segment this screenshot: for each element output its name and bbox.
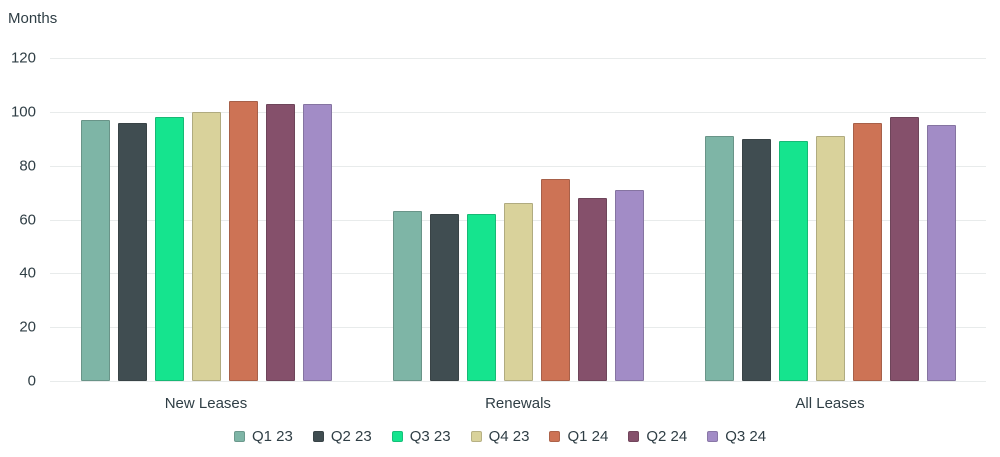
y-tick-label: 60	[19, 211, 36, 228]
bar-q2-23[interactable]	[117, 122, 147, 381]
category-label: Renewals	[485, 395, 551, 412]
bar-q3-24[interactable]	[614, 189, 644, 381]
legend-item-q3-23[interactable]: Q3 23	[391, 428, 451, 445]
bar-q1-24[interactable]	[852, 122, 882, 381]
legend-label: Q1 23	[251, 428, 293, 445]
legend-item-q1-24[interactable]: Q1 24	[549, 428, 608, 445]
bar-q2-23[interactable]	[429, 214, 459, 381]
bar-group-renewals	[362, 58, 674, 381]
bar-q1-23[interactable]	[80, 119, 110, 381]
bar-q4-23[interactable]	[815, 136, 845, 381]
y-tick-label: 0	[27, 372, 36, 390]
bar-q3-24[interactable]	[926, 125, 956, 381]
category-labels: New Leases Renewals All Leases	[50, 395, 986, 412]
legend-swatch-icon	[312, 431, 324, 442]
y-tick-label: 120	[10, 49, 36, 67]
legend-label: Q2 23	[330, 428, 372, 445]
plot-area: 0 20 40 60 80 100 120	[11, 50, 986, 390]
y-tick-label: 80	[19, 157, 36, 175]
legend-label: Q1 24	[567, 428, 609, 445]
y-tick-label: 100	[10, 103, 36, 121]
bar-q3-23[interactable]	[466, 214, 496, 381]
bar-q1-24[interactable]	[228, 101, 258, 381]
bar-q1-24[interactable]	[540, 179, 570, 381]
legend-swatch-icon	[470, 431, 482, 442]
legend-label: Q3 23	[409, 428, 451, 445]
gridline	[50, 381, 986, 382]
bar-groups	[50, 58, 986, 381]
legend-label: Q4 23	[488, 428, 530, 445]
bar-q2-24[interactable]	[265, 103, 295, 381]
bar-q1-23[interactable]	[392, 211, 422, 381]
bar-q4-23[interactable]	[503, 203, 533, 381]
legend-item-q1-23[interactable]: Q1 23	[233, 428, 293, 445]
gridline	[50, 58, 986, 59]
y-tick-label: 20	[19, 318, 36, 336]
bar-q1-23[interactable]	[704, 136, 734, 381]
gridline	[50, 165, 986, 167]
legend-swatch-icon	[549, 431, 561, 442]
bar-group-new-leases	[50, 58, 362, 381]
y-tick-label: 40	[19, 264, 36, 282]
bar-q3-23[interactable]	[778, 141, 808, 381]
bar-q3-23[interactable]	[154, 117, 184, 381]
bar-q2-24[interactable]	[889, 117, 919, 381]
legend-item-q4-23[interactable]: Q4 23	[470, 428, 530, 445]
y-axis-title: Months	[8, 10, 58, 27]
legend-swatch-icon	[707, 431, 719, 442]
legend-swatch-icon	[391, 431, 403, 442]
bar-q2-23[interactable]	[741, 138, 771, 381]
legend-item-q2-24[interactable]: Q2 24	[628, 428, 687, 445]
legend-item-q2-23[interactable]: Q2 23	[312, 428, 372, 445]
legend-item-q3-24[interactable]: Q3 24	[707, 428, 766, 445]
legend: Q1 23 Q2 23 Q3 23 Q4 23 Q1 24 Q2 24 Q3 24	[0, 428, 1000, 445]
bar-group-all-leases	[674, 58, 986, 381]
legend-label: Q3 24	[725, 428, 767, 445]
category-label: New Leases	[164, 395, 248, 412]
gridline	[50, 111, 986, 113]
legend-swatch-icon	[233, 431, 245, 442]
bar-q2-24[interactable]	[577, 197, 607, 381]
bar-q3-24[interactable]	[302, 103, 332, 381]
legend-label: Q2 24	[646, 428, 688, 445]
bar-q4-23[interactable]	[191, 111, 221, 381]
category-label: All Leases	[795, 395, 865, 412]
legend-swatch-icon	[628, 431, 640, 442]
